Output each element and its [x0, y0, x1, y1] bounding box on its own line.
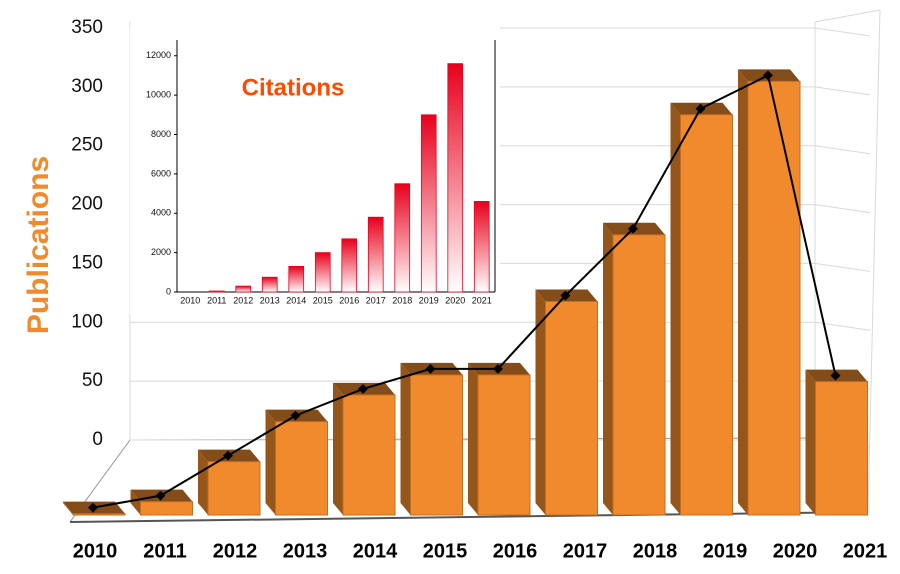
x-tick-label: 2013: [260, 295, 280, 305]
bar: [447, 63, 464, 293]
x-tick-label: 2016: [493, 540, 538, 562]
y-tick-label: 10000: [146, 90, 171, 100]
line-marker: [223, 450, 233, 461]
x-tick-label: 2019: [703, 540, 748, 562]
bar: [140, 501, 193, 516]
y-tick-label: 150: [71, 252, 103, 273]
x-tick-label: 2020: [773, 540, 818, 562]
line-marker: [695, 103, 706, 114]
x-tick-label: 2015: [313, 295, 333, 305]
bar: [420, 114, 437, 293]
bar-side: [805, 369, 816, 515]
x-tick-label: 2011: [143, 540, 186, 562]
bar-side: [603, 222, 613, 516]
y-tick-label: 12000: [146, 50, 171, 60]
floor-edge: [69, 511, 869, 523]
x-tick-label: 2017: [563, 540, 608, 562]
y-tick-label: 6000: [151, 168, 171, 178]
x-tick-label: 2017: [366, 295, 386, 305]
line-marker: [290, 410, 301, 421]
x-tick-label: 2013: [283, 540, 328, 562]
inset-chart: 0 2000 4000 6000 8000 10000 12000 Citations 2010…: [146, 40, 496, 305]
line-marker: [425, 363, 436, 374]
main-chart: 0 50 100 150 200 250 300 350 Publications 2010 201…: [22, 9, 888, 562]
grid-line: [814, 262, 871, 272]
bar: [72, 513, 126, 516]
y-tick-label: 100: [71, 311, 103, 332]
x-tick-label: 2016: [339, 295, 359, 305]
bar-side: [738, 69, 748, 515]
bar: [341, 238, 358, 293]
bar: [342, 394, 396, 516]
x-tick-label: 2019: [419, 295, 439, 305]
wall-edge: [814, 9, 881, 23]
bar: [314, 252, 331, 293]
bar: [473, 201, 490, 293]
grid-line: [814, 86, 871, 96]
y-tick-label: 350: [71, 17, 103, 38]
bar-side: [130, 489, 141, 515]
x-tick-label: 2021: [843, 540, 888, 562]
line-marker: [155, 490, 166, 501]
bar-side: [265, 409, 276, 515]
bar: [208, 290, 225, 293]
x-tick-label: 2012: [233, 295, 253, 305]
bar: [680, 114, 733, 516]
bar: [815, 381, 868, 516]
chart-title: Citations: [242, 74, 345, 101]
bar: [545, 301, 598, 516]
wall-edge: [867, 9, 881, 513]
bar: [288, 266, 305, 293]
y-tick-label: 300: [71, 76, 103, 97]
bar: [207, 461, 261, 516]
bar-side: [333, 382, 343, 515]
line-marker: [763, 70, 773, 81]
y-tick-label: 250: [71, 135, 103, 156]
line-marker: [358, 383, 368, 394]
x-tick-label: 2014: [286, 295, 306, 305]
bar-side: [63, 501, 73, 515]
x-tick-label: 2011: [207, 295, 226, 305]
bar-side: [400, 362, 411, 515]
line-marker: [560, 290, 571, 301]
bar-side: [198, 449, 208, 515]
bar-side: [468, 362, 478, 515]
x-tick-label: 2010: [73, 540, 118, 562]
bar-side: [670, 102, 681, 515]
x-tick-label: 2018: [392, 295, 412, 305]
bar: [612, 234, 666, 516]
x-tick-label: 2018: [633, 540, 678, 562]
bar: [477, 374, 531, 516]
bar: [261, 276, 278, 293]
bar: [235, 285, 252, 293]
bar: [394, 183, 411, 293]
y-tick-label: 4000: [151, 208, 171, 218]
x-tick-label: 2014: [353, 540, 398, 562]
line-marker: [628, 223, 638, 234]
y-tick-label: 0: [92, 429, 103, 450]
line: [92, 73, 837, 509]
grid-line: [814, 204, 871, 214]
y-tick-label: 50: [82, 370, 103, 391]
bar: [410, 374, 463, 516]
bar: [747, 80, 801, 516]
line-marker: [830, 370, 841, 381]
line-marker: [493, 363, 503, 374]
x-tick-label: 2012: [213, 540, 258, 562]
bar-side: [535, 289, 546, 515]
grid-line: [814, 145, 871, 155]
x-tick-label: 2015: [423, 540, 468, 562]
y-tick-label: 8000: [151, 129, 171, 139]
y-tick-label: 2000: [151, 247, 171, 257]
bar: [367, 216, 384, 293]
y-axis-label: Publications: [22, 156, 55, 334]
y-tick-label: 0: [166, 286, 171, 296]
x-tick-label: 2021: [472, 295, 492, 305]
x-tick-label: 2010: [180, 295, 200, 305]
grid-line: [814, 27, 871, 37]
bar: [275, 421, 328, 516]
x-tick-label: 2020: [445, 295, 465, 305]
y-tick-label: 200: [71, 194, 103, 215]
